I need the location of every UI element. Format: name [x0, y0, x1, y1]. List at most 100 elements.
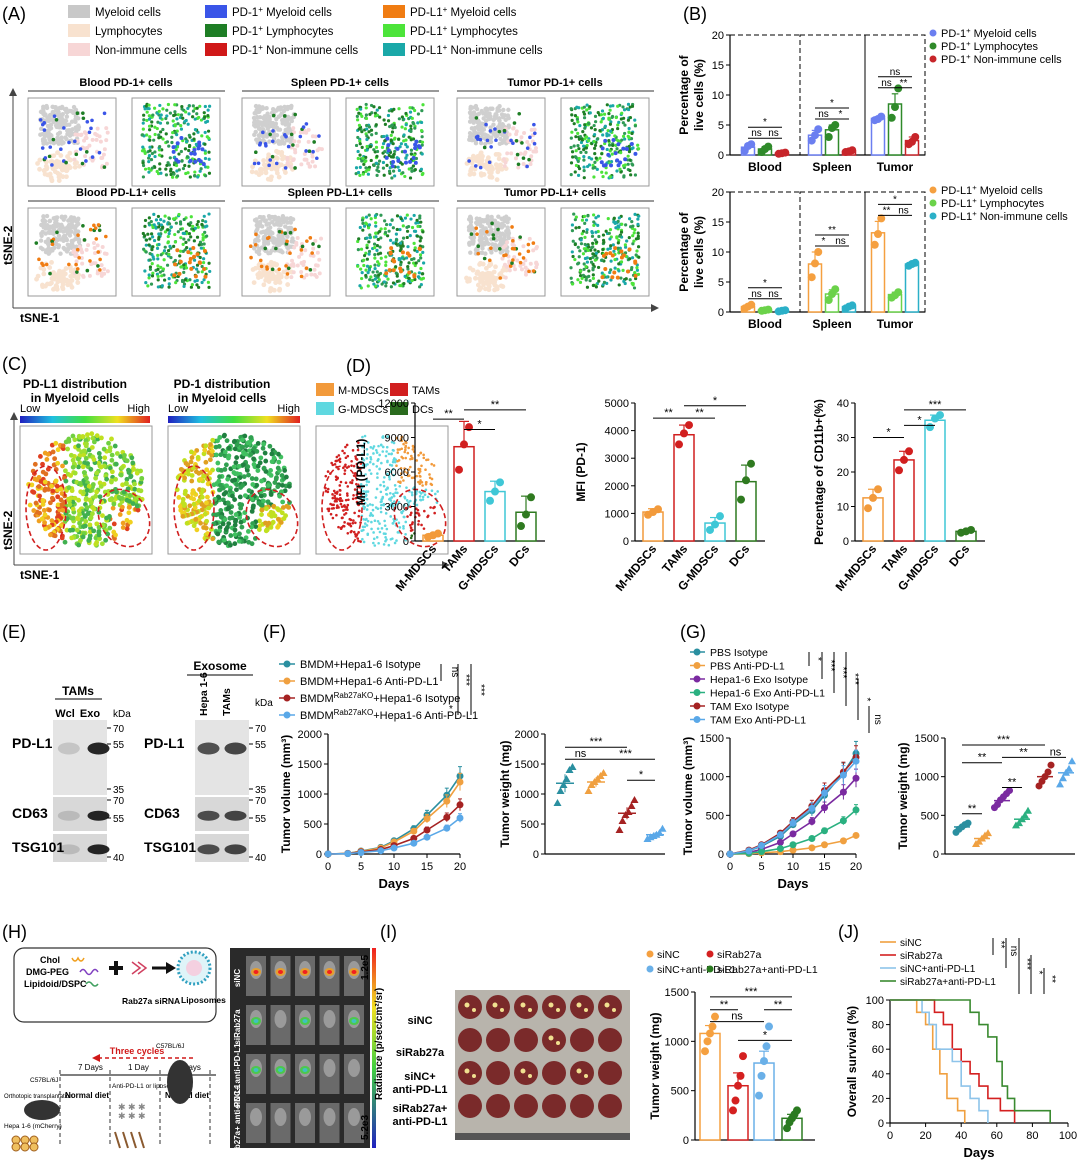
tsne-dot	[69, 515, 75, 521]
tsne-dot	[254, 228, 259, 234]
tsne-dot	[309, 272, 314, 277]
tsne-dot	[53, 440, 59, 446]
tsne-dot	[478, 279, 484, 284]
tsne-dot	[483, 106, 488, 112]
tsne-dot	[394, 265, 398, 269]
tsne-dot	[275, 484, 281, 490]
tsne-dot	[367, 165, 372, 169]
tsne-dot	[202, 242, 206, 246]
tsne-dot	[578, 134, 583, 139]
tsne-dot	[580, 232, 584, 236]
tsne-dot	[190, 283, 194, 287]
tsne-dot	[532, 127, 537, 132]
tsne-dot	[421, 272, 425, 276]
tsne-dot	[366, 284, 370, 288]
tsne-dot	[471, 235, 477, 240]
tsne-dot	[487, 111, 492, 116]
tsne-dot	[501, 138, 506, 144]
tsne-dot	[372, 282, 376, 286]
tsne-dot	[84, 505, 90, 510]
tsne-dot	[197, 140, 202, 145]
tsne-dot	[629, 267, 634, 272]
tsne-dot	[468, 250, 473, 255]
tsne-dot	[93, 131, 98, 136]
tsne-dot	[111, 521, 117, 527]
tsne-dot	[509, 151, 514, 156]
tsne-dot	[365, 137, 369, 142]
tsne-dot	[245, 529, 251, 534]
tsne-dot	[479, 129, 484, 134]
tsne-dot	[193, 159, 198, 164]
tsne-dot	[120, 525, 126, 530]
tsne-dot	[285, 272, 290, 276]
x-category-label: Blood	[748, 317, 782, 331]
tsne-dot	[368, 145, 373, 149]
tsne-dot	[55, 230, 59, 235]
tsne-dot	[171, 149, 176, 154]
tsne-dot	[513, 267, 518, 272]
tsne-dot	[621, 268, 625, 272]
tsne-dot	[287, 483, 292, 489]
tsne-dot	[497, 129, 502, 134]
tsne-dot	[195, 112, 199, 116]
tsne-dot	[128, 519, 133, 525]
tsne-dot	[386, 119, 391, 123]
tsne-dot	[600, 146, 605, 151]
tsne-dot	[585, 108, 589, 112]
tsne-dot	[288, 230, 293, 235]
tsne-dot	[616, 241, 620, 245]
tsne-dot	[522, 152, 527, 157]
tsne-dot	[173, 110, 177, 114]
tsne-dot	[293, 166, 297, 170]
tsne-dot	[584, 146, 588, 150]
tsne-dot	[203, 230, 207, 234]
tsne-dot	[493, 162, 499, 168]
scale-low-label: Low	[168, 403, 188, 415]
tsne-dot	[187, 164, 191, 168]
tsne-dot	[176, 113, 180, 117]
tsne-dot	[186, 222, 191, 226]
tsne-dot	[249, 476, 255, 481]
tsne-dot	[599, 120, 603, 124]
tsne-dot	[596, 111, 600, 115]
tsne-dot	[596, 223, 600, 227]
tsne-dot	[405, 153, 409, 157]
tsne-dot	[361, 537, 364, 541]
tsne-dot	[195, 267, 199, 271]
tsne-dot	[615, 158, 620, 163]
tsne-dot	[611, 104, 615, 108]
tsne-dot	[626, 134, 630, 138]
tsne-dot	[593, 248, 597, 252]
tsne-dot	[220, 521, 226, 527]
tsne-dot	[381, 450, 385, 453]
tsne-dot	[610, 275, 615, 280]
y-tick-label: 10	[712, 247, 724, 259]
tsne-dot	[275, 524, 281, 530]
tsne-dot	[369, 158, 373, 163]
tsne-dot	[260, 445, 266, 451]
tsne-dot	[365, 243, 369, 247]
tsne-dot	[608, 104, 613, 108]
tsne-dot	[226, 445, 232, 451]
tsne-dot	[85, 146, 90, 151]
tsne-dot	[378, 453, 381, 457]
tsne-dot	[223, 527, 229, 532]
tsne-dot	[206, 129, 211, 133]
tsne-dot	[271, 113, 276, 118]
tsne-dot	[167, 277, 171, 281]
tsne-dot	[587, 274, 591, 278]
tsne-dot	[171, 145, 176, 150]
tsne-dot	[628, 115, 633, 120]
tsne-dot	[502, 217, 508, 222]
tsne-dot	[208, 442, 213, 447]
tsne-dot	[331, 496, 335, 500]
tsne-dot	[41, 271, 47, 277]
sig-label: *	[893, 194, 897, 205]
tsne-dot	[583, 123, 587, 127]
tsne-dot	[387, 109, 391, 113]
tsne-dot	[104, 126, 109, 131]
tsne-dot	[164, 116, 168, 121]
tsne-dot	[298, 134, 303, 139]
tsne-dot	[489, 250, 494, 255]
tsne-dot	[600, 152, 604, 156]
